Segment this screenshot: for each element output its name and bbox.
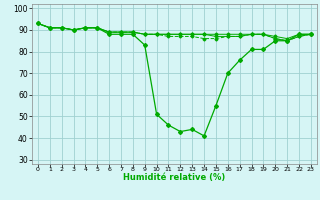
X-axis label: Humidité relative (%): Humidité relative (%): [123, 173, 226, 182]
